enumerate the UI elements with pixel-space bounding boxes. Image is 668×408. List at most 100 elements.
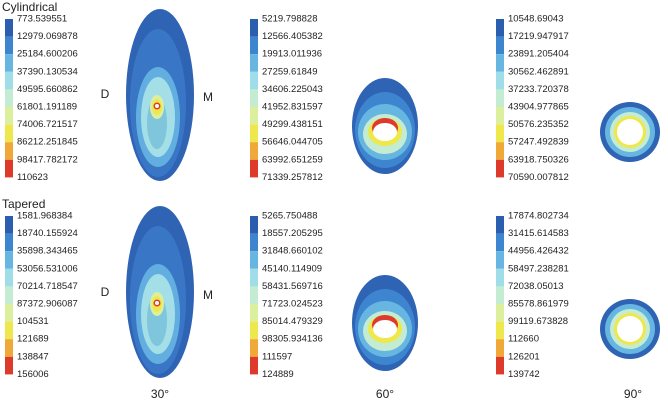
- legend-swatch: [5, 233, 13, 252]
- legend-swatch: [5, 304, 13, 322]
- legend-swatch: [5, 321, 13, 340]
- contour-plot: [352, 275, 418, 371]
- legend-swatch: [250, 251, 258, 269]
- legend-swatch: [496, 356, 504, 375]
- legend-swatch: [496, 159, 504, 178]
- legend-value: 12566.405382: [262, 31, 323, 42]
- legend-value: 37390.130534: [17, 66, 78, 77]
- legend-swatch: [496, 36, 504, 55]
- legend-swatch: [250, 233, 258, 252]
- legend-swatch: [496, 268, 504, 287]
- legend-swatch: [496, 321, 504, 340]
- legend-value: 98417.782172: [17, 154, 78, 165]
- legend-swatch: [5, 159, 13, 178]
- row-label: Tapered: [2, 197, 45, 211]
- legend-swatch: [5, 268, 13, 287]
- legend-swatch: [250, 356, 258, 375]
- legend-value: 50576.235352: [508, 119, 569, 130]
- legend-value: 41952.831597: [262, 102, 323, 113]
- legend-swatch: [250, 36, 258, 55]
- legend-value: 25184.600206: [17, 49, 78, 60]
- legend-value: 58431.569716: [262, 281, 323, 292]
- legend-swatch: [5, 54, 13, 72]
- legend-value: 53056.531006: [17, 263, 78, 274]
- legend-swatch: [5, 107, 13, 125]
- legend-swatch: [250, 71, 258, 90]
- legend-swatch: [5, 356, 13, 375]
- legend-value: 110623: [17, 172, 48, 183]
- legend-swatch: [250, 142, 258, 160]
- legend-swatch: [496, 142, 504, 160]
- row-label: Cylindrical: [2, 0, 57, 14]
- legend-swatch: [496, 216, 504, 234]
- contour-plot: [126, 206, 194, 378]
- legend-swatch: [496, 286, 504, 304]
- legend-swatch: [250, 54, 258, 72]
- legend-swatch: [5, 142, 13, 160]
- legend-value: 87372.906087: [17, 299, 78, 310]
- legend-swatch: [496, 304, 504, 322]
- legend-swatch: [496, 89, 504, 107]
- legend-swatch: [5, 124, 13, 143]
- legend-value: 139742: [508, 369, 540, 380]
- legend-value: 31415.614583: [508, 228, 569, 239]
- legend-swatch: [250, 304, 258, 322]
- legend-value: 17874.802734: [508, 211, 569, 222]
- legend-value: 71339.257812: [262, 172, 323, 183]
- legend-value: 156006: [17, 369, 49, 380]
- side-label: M: [203, 90, 213, 104]
- legend-swatch: [250, 216, 258, 234]
- legend-value: 49595.660862: [17, 84, 78, 95]
- legend-swatch: [496, 54, 504, 72]
- legend-swatch: [250, 159, 258, 178]
- legend-value: 74006.721517: [17, 119, 78, 130]
- legend-value: 35898.343465: [17, 246, 78, 257]
- side-label: M: [203, 288, 213, 302]
- legend-value: 30562.462891: [508, 66, 569, 77]
- legend-value: 104531: [17, 316, 49, 327]
- side-label: D: [101, 87, 110, 101]
- legend-value: 1581.968384: [17, 211, 72, 222]
- legend-value: 61801.191189: [17, 102, 77, 113]
- legend-value: 99119.673828: [508, 316, 568, 327]
- legend-value: 63992.651259: [262, 154, 323, 165]
- angle-label: 90°: [624, 387, 642, 401]
- legend-value: 71723.024523: [262, 299, 323, 310]
- legend-swatch: [496, 251, 504, 269]
- legend-value: 126201: [508, 351, 540, 362]
- legend-value: 70590.007812: [508, 172, 569, 183]
- legend-value: 5219.798828: [262, 14, 317, 25]
- legend-value: 34606.225043: [262, 84, 323, 95]
- contour-plot: [126, 9, 194, 181]
- legend-swatch: [250, 286, 258, 304]
- contour-plot: [600, 299, 660, 359]
- angle-label: 30°: [151, 387, 169, 401]
- legend-value: 124889: [262, 369, 294, 380]
- legend-value: 111597: [262, 351, 292, 362]
- legend-swatch: [5, 36, 13, 55]
- legend-swatch: [5, 251, 13, 269]
- legend-value: 58497.238281: [508, 263, 569, 274]
- legend-swatch: [250, 19, 258, 37]
- legend-value: 12979.069878: [17, 31, 78, 42]
- legend-value: 72038.05013: [508, 281, 563, 292]
- legend-swatch: [5, 71, 13, 90]
- legend-value: 27259.61849: [262, 66, 317, 77]
- legend-value: 70214.718547: [17, 281, 78, 292]
- legend-value: 10548.69043: [508, 14, 563, 25]
- legend-swatch: [496, 124, 504, 143]
- contour-plot: [352, 78, 418, 174]
- legend-swatch: [5, 89, 13, 107]
- legend-value: 19913.011936: [262, 49, 322, 60]
- legend-value: 44956.426432: [508, 246, 569, 257]
- legend-swatch: [496, 233, 504, 252]
- legend-value: 138847: [17, 351, 49, 362]
- legend-swatch: [5, 339, 13, 357]
- legend-swatch: [496, 107, 504, 125]
- legend-value: 18557.205295: [262, 228, 323, 239]
- legend-value: 98305.934136: [262, 334, 323, 345]
- legend-swatch: [496, 19, 504, 37]
- legend-swatch: [250, 321, 258, 340]
- legend-value: 121689: [17, 334, 49, 345]
